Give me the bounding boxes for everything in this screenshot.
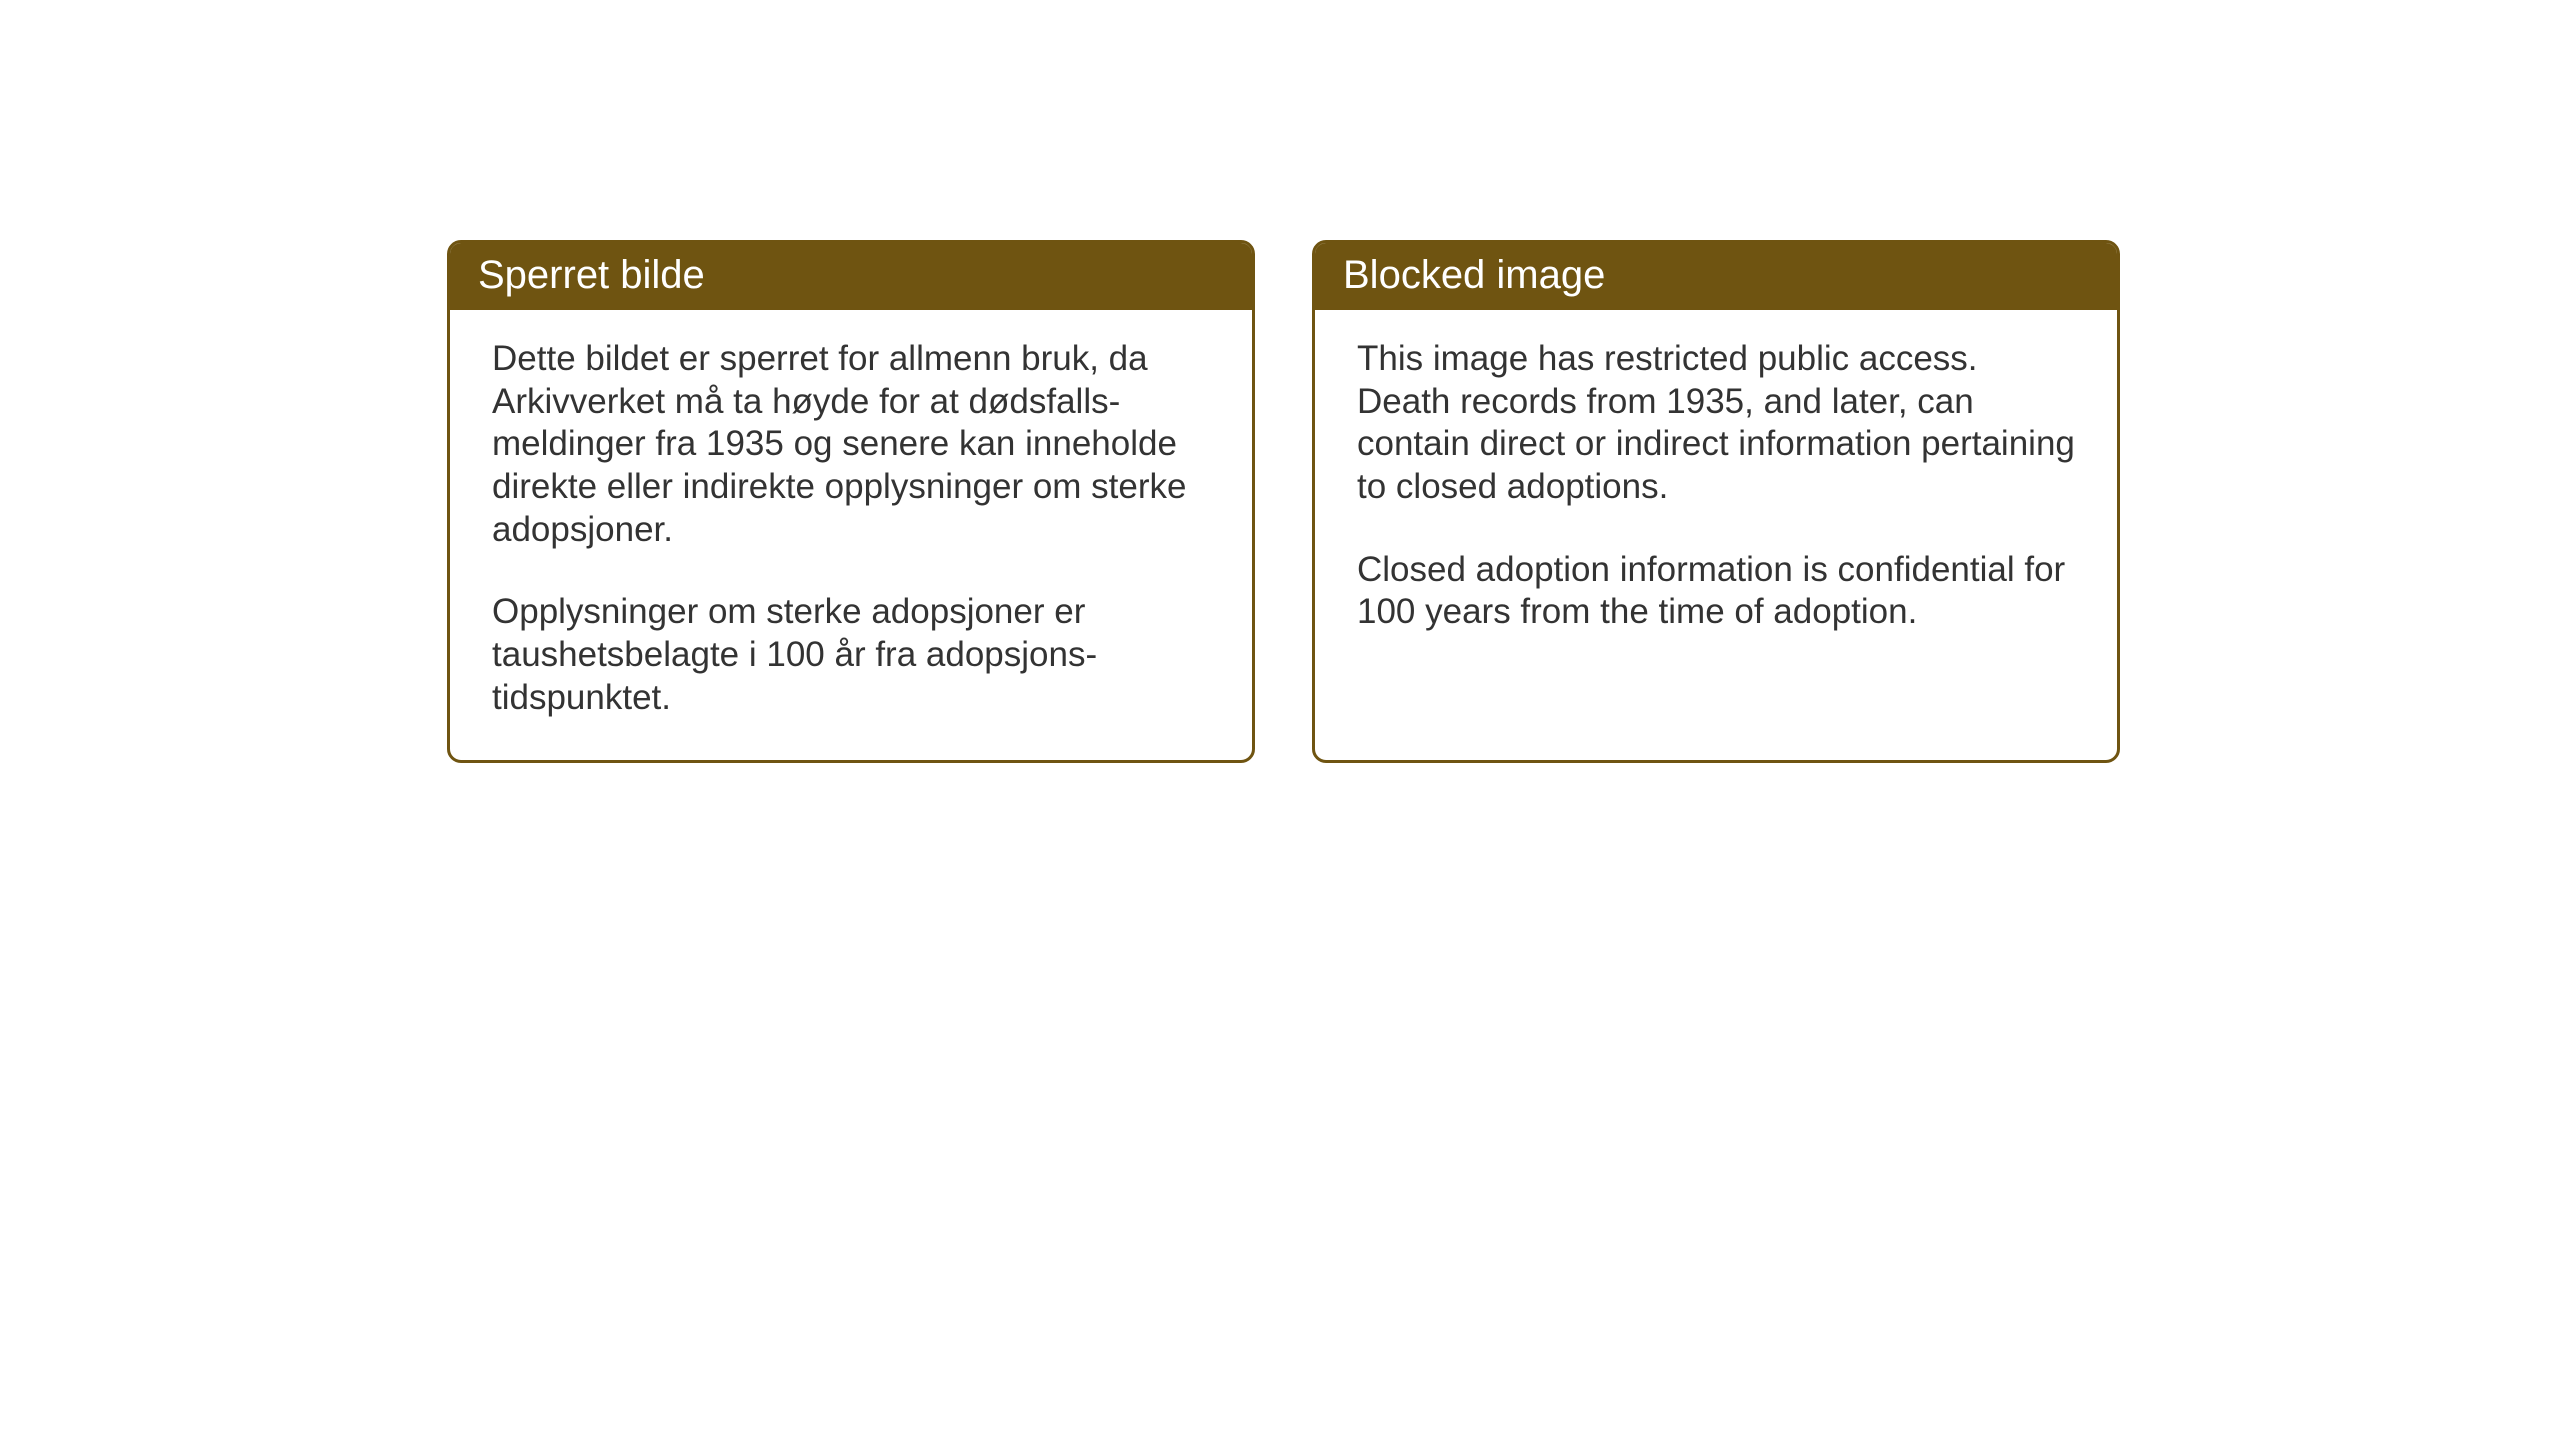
- card-header-left: Sperret bilde: [450, 243, 1252, 310]
- card-body-right: This image has restricted public access.…: [1315, 310, 2117, 674]
- card-body-left: Dette bildet er sperret for allmenn bruk…: [450, 310, 1252, 760]
- cards-container: Sperret bilde Dette bildet er sperret fo…: [447, 240, 2120, 763]
- card-left-paragraph-1: Dette bildet er sperret for allmenn bruk…: [492, 338, 1210, 551]
- card-norwegian: Sperret bilde Dette bildet er sperret fo…: [447, 240, 1255, 763]
- card-left-paragraph-2: Opplysninger om sterke adopsjoner er tau…: [492, 591, 1210, 719]
- card-right-paragraph-1: This image has restricted public access.…: [1357, 338, 2075, 509]
- card-english: Blocked image This image has restricted …: [1312, 240, 2120, 763]
- card-right-paragraph-2: Closed adoption information is confident…: [1357, 549, 2075, 634]
- card-header-right: Blocked image: [1315, 243, 2117, 310]
